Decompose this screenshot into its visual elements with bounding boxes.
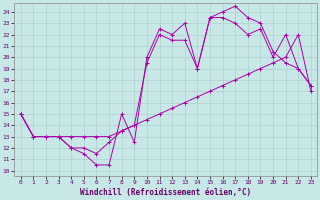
X-axis label: Windchill (Refroidissement éolien,°C): Windchill (Refroidissement éolien,°C): [80, 188, 252, 197]
